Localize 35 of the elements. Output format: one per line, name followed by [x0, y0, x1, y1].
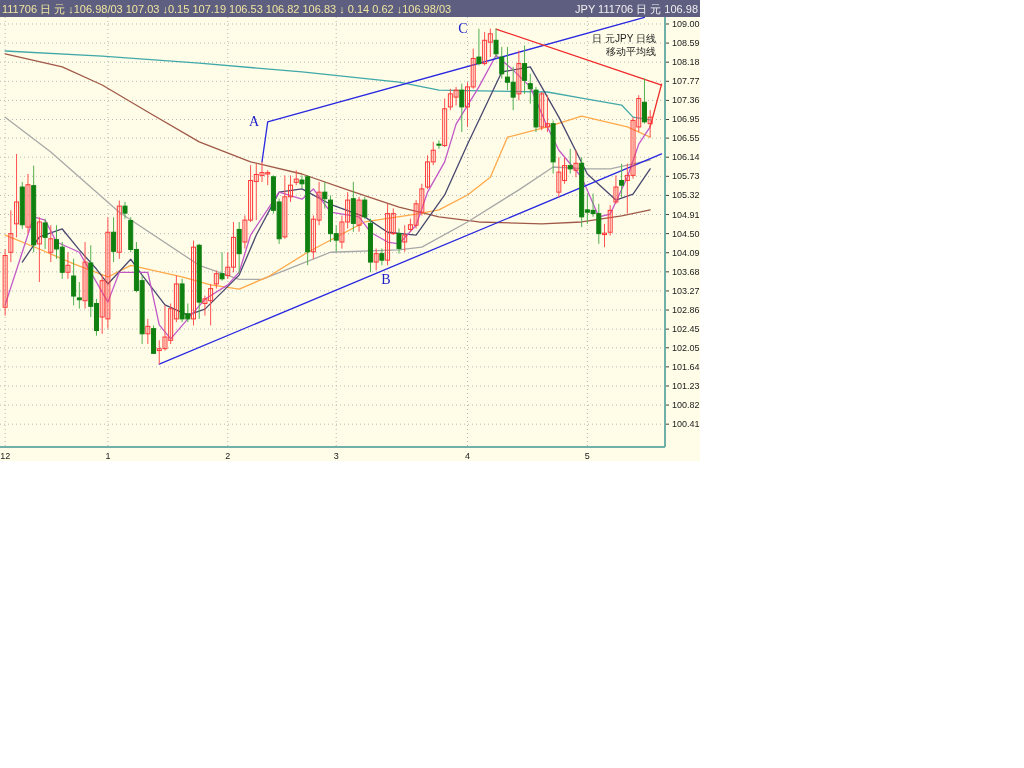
ytick: 101.23 — [672, 380, 700, 391]
ytick: 101.64 — [672, 361, 700, 372]
xtick: 12 — [0, 451, 11, 461]
annotation: B — [381, 272, 391, 287]
xtick: 1 — [105, 451, 111, 461]
ytick: 104.91 — [672, 209, 700, 220]
ytick: 105.73 — [672, 171, 700, 182]
xtick: 3 — [333, 451, 339, 461]
ytick: 107.77 — [672, 76, 700, 87]
ytick: 103.27 — [672, 285, 700, 296]
ytick: 106.95 — [672, 114, 700, 125]
ytick: 103.68 — [672, 266, 700, 277]
ytick: 104.50 — [672, 228, 700, 239]
ytick: 104.09 — [672, 247, 700, 258]
ytick: 108.18 — [672, 57, 700, 68]
annotation: C — [458, 21, 468, 36]
ytick: 107.36 — [672, 95, 700, 106]
annotation: 日 元JPY 日线 — [592, 33, 656, 44]
ytick: 106.55 — [672, 133, 700, 144]
ytick: 109.00 — [672, 19, 700, 29]
ytick: 102.86 — [672, 305, 700, 316]
ytick: 100.41 — [672, 419, 700, 430]
title: 111706 日 元 ↓106.98/03 107.03 ↓0.15 107.19 106.53 106.82 106.83 ↓ 0.14 0.62 ↓106.98/03 — [2, 2, 452, 15]
subtitle: JPY 111706 日 元 106.98 — [575, 2, 698, 15]
ytick: 100.82 — [672, 400, 700, 411]
ytick: 102.45 — [672, 324, 700, 335]
ytick: 105.32 — [672, 190, 700, 201]
ytick: 108.59 — [672, 38, 700, 49]
xtick: 2 — [225, 451, 231, 461]
annotation: 移动平均线 — [606, 46, 656, 57]
xtick: 4 — [465, 451, 470, 461]
annotation: A — [248, 114, 260, 129]
xtick: 5 — [584, 451, 590, 461]
ytick: 102.05 — [672, 342, 700, 353]
ytick: 106.14 — [672, 152, 700, 163]
